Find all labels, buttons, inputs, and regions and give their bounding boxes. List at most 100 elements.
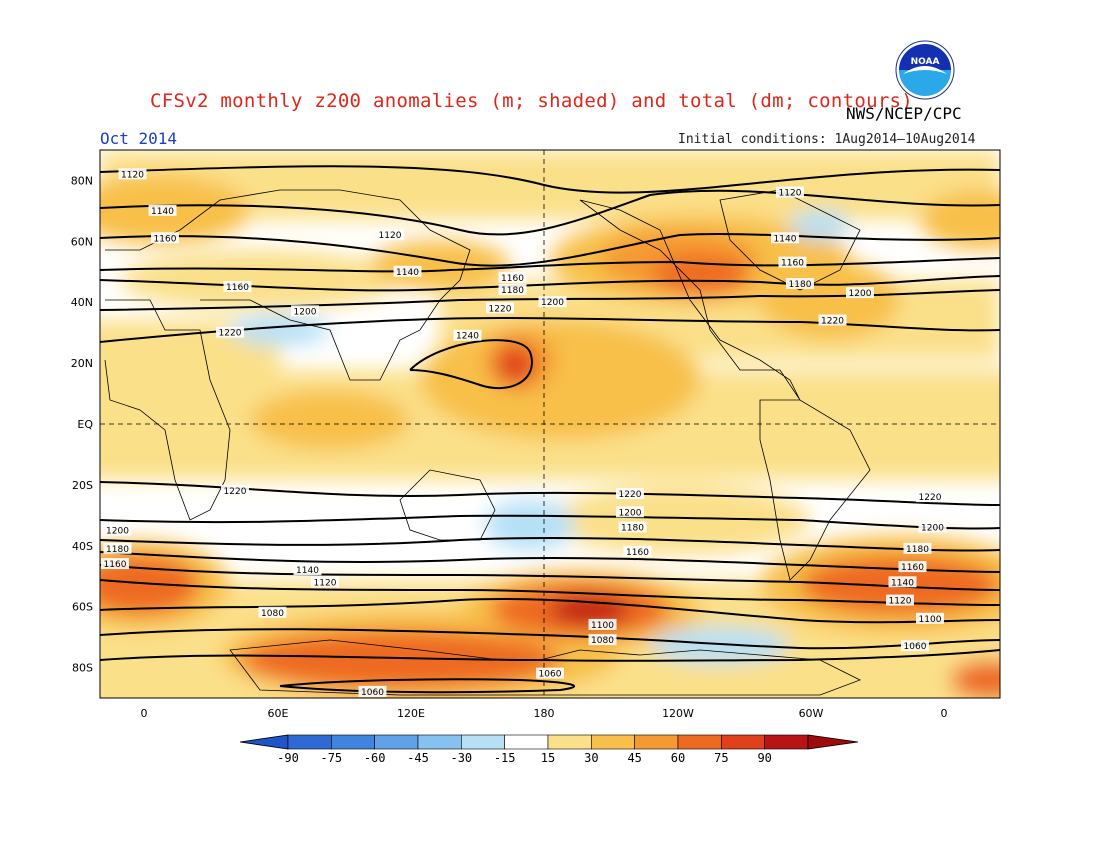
contour-label: 1220 [486,302,514,314]
contour-label: 1060 [536,667,564,680]
contour-label: 1220 [916,491,944,503]
svg-text:1220: 1220 [219,329,242,339]
colorbar-label: 45 [627,751,641,765]
colorbar-swatch [287,734,332,750]
colorbar-label: 90 [757,751,771,765]
contour-label: 1080 [258,606,287,619]
colorbar-label: -15 [494,751,516,765]
contour-label: 1140 [393,265,422,278]
axis-labels: 0 60E 120E 180 120W 60W 0 80N 60N 40N 20N EQ 20S 40S 6… [71,174,948,720]
svg-text:1180: 1180 [621,524,644,534]
contour-label: 1180 [786,277,814,290]
svg-text:1160: 1160 [781,259,804,269]
initial-conditions: Initial conditions: 1Aug2014–10Aug2014 [678,132,976,147]
svg-text:1220: 1220 [224,487,247,497]
map-frame [99,149,1001,699]
lat-tick-label: 20N [71,357,93,370]
colorbar-swatch [721,734,765,750]
svg-text:1160: 1160 [104,560,127,570]
contour-label: 1140 [148,204,177,217]
contour-label: 1200 [291,305,319,317]
colorbar-label: 75 [714,751,728,765]
contour-label: 1180 [498,284,527,296]
contour-label: 1160 [101,558,129,570]
lat-tick-label: 60N [71,235,93,248]
lon-tick-label: 0 [141,707,148,720]
colorbar-swatch [547,734,592,750]
lat-tick-label: EQ [77,418,93,431]
svg-text:1220: 1220 [919,493,942,503]
svg-text:1180: 1180 [106,545,129,555]
colorbar-swatch [764,734,809,750]
colorbar-under-arrow [239,734,289,750]
svg-text:1120: 1120 [379,231,402,241]
svg-text:1200: 1200 [849,289,872,299]
colorbar-label: 60 [671,751,685,765]
contour-labels: 1120 1140 1160 1160 1200 1220 1120 1140 1160 1180… [101,168,947,698]
contour-label: 1100 [588,618,617,631]
contour-label: 1200 [846,287,874,299]
contour-label: 1120 [886,594,914,607]
contour-label: 1160 [898,561,927,573]
lon-tick-label: 0 [941,707,948,720]
colorbar-swatch [634,734,679,750]
svg-text:1180: 1180 [789,280,812,290]
contour-label: 1220 [616,488,644,500]
svg-text:1220: 1220 [489,304,512,314]
colorbar-swatch [331,734,375,750]
contour-label: 1140 [888,576,917,588]
svg-text:1220: 1220 [821,316,844,326]
contour-label: 1160 [223,281,252,293]
svg-text:1120: 1120 [314,578,337,588]
svg-text:1160: 1160 [226,283,249,293]
lon-tick-label: 120E [397,707,425,720]
contour-label: 1180 [618,521,647,534]
contour-label: 1120 [311,576,339,588]
svg-text:1140: 1140 [396,268,419,278]
contour-label: 1220 [221,484,249,497]
contour-label: 1080 [588,634,617,646]
svg-text:1120: 1120 [121,170,144,180]
contour-label: 1120 [376,229,404,241]
contour-label: 1160 [623,545,652,558]
contour-label: 1160 [151,232,179,244]
height-contours [100,165,1000,694]
svg-text:1120: 1120 [889,597,912,607]
coastlines [104,189,871,696]
contour-label: 1200 [103,524,132,537]
lon-tick-label: 180 [534,707,555,720]
lat-tick-label: 40N [71,296,93,309]
colorbar-swatch [461,734,505,750]
lon-tick-label: 60E [268,707,289,720]
contour-label: 1060 [358,685,387,698]
lon-tick-label: 120W [662,707,694,720]
contour-label: 1160 [778,256,807,269]
svg-text:1100: 1100 [591,621,614,631]
colorbar-label: -60 [364,751,386,765]
contour-label: 1200 [538,296,567,308]
svg-text:1200: 1200 [541,298,564,308]
svg-text:1060: 1060 [361,688,384,698]
svg-text:NOAA: NOAA [911,57,940,67]
svg-text:1200: 1200 [619,508,642,518]
svg-text:1060: 1060 [539,670,562,680]
colorbar-swatch [417,734,462,750]
svg-text:1160: 1160 [501,274,524,284]
contour-label: 1220 [216,326,244,339]
contour-label: 1140 [771,232,799,244]
svg-text:1220: 1220 [619,490,642,500]
svg-text:1200: 1200 [294,307,317,317]
svg-text:1080: 1080 [591,636,614,646]
lat-tick-label: 80S [72,662,93,675]
svg-text:1240: 1240 [456,332,479,342]
svg-text:1200: 1200 [106,527,129,537]
svg-text:1140: 1140 [891,578,914,588]
colorbar-swatch [677,734,722,750]
svg-text:1140: 1140 [296,566,319,576]
lat-tick-label: 60S [72,601,93,614]
svg-text:1200: 1200 [921,524,944,534]
svg-text:1180: 1180 [501,286,524,296]
contour-label: 1220 [818,314,847,326]
contour-label: 1240 [453,329,482,342]
